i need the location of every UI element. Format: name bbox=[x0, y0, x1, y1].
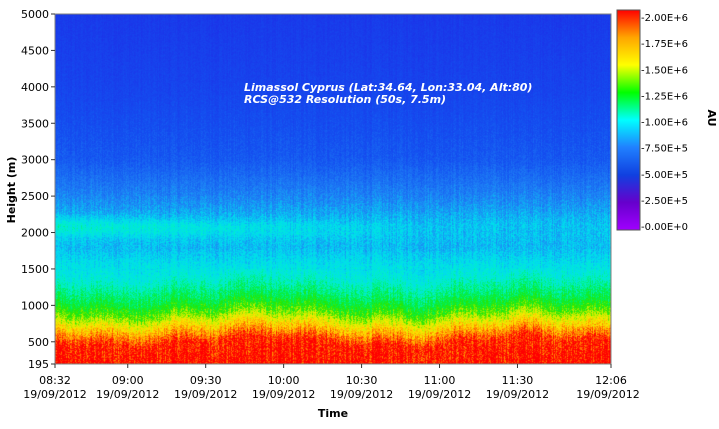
chart-title: Limassol Cyprus (Lat:34.64, Lon:33.04, A… bbox=[244, 81, 532, 94]
colorbar-tick-label: -1.50E+6 bbox=[641, 65, 688, 76]
y-tick-label: 4000 bbox=[21, 81, 49, 94]
x-tick-time: 09:30 bbox=[190, 374, 222, 387]
plot-frame bbox=[54, 13, 612, 365]
colorbar-tick-label: -7.50E+5 bbox=[641, 144, 688, 155]
colorbar-label: AU bbox=[705, 109, 718, 126]
colorbar-ticks: -2.00E+6 -1.75E+6 -1.50E+6 -1.25E+6 -1.00E+6… bbox=[641, 13, 688, 233]
y-tick-label: 1000 bbox=[21, 299, 49, 312]
x-tick-time: 10:30 bbox=[346, 374, 378, 387]
x-tick-time: 11:00 bbox=[424, 374, 456, 387]
y-tick-label: 2000 bbox=[21, 227, 49, 240]
colorbar-tick-label: -2.00E+6 bbox=[641, 13, 688, 24]
x-tick-date: 19/09/2012 bbox=[23, 388, 86, 401]
chart-subtitle: RCS@532 Resolution (50s, 7.5m) bbox=[244, 93, 446, 106]
colorbar-tick-label: -1.25E+6 bbox=[641, 91, 688, 102]
colorbar bbox=[616, 9, 641, 231]
x-tick-time: 10:00 bbox=[268, 374, 300, 387]
x-tick-date: 19/09/2012 bbox=[486, 388, 549, 401]
colorbar-tick-label: -1.75E+6 bbox=[641, 39, 688, 50]
y-tick-label: 4500 bbox=[21, 44, 49, 57]
colorbar-tick-label: -2.50E+5 bbox=[641, 196, 688, 207]
x-tick-date: 19/09/2012 bbox=[408, 388, 471, 401]
x-tick-time: 08:32 bbox=[39, 374, 71, 387]
x-tick-time: 09:00 bbox=[112, 374, 144, 387]
colorbar-tick-label: -0.00E+0 bbox=[641, 222, 688, 233]
y-tick-label: 2500 bbox=[21, 190, 49, 203]
plot-area bbox=[55, 14, 611, 364]
x-tick-time: 12:06 bbox=[595, 374, 627, 387]
y-tick-label: 500 bbox=[28, 336, 49, 349]
y-axis: 195 500 1000 1500 2000 2500 3000 3500 4000 4500 50… bbox=[21, 8, 55, 371]
heatmap-image bbox=[55, 14, 611, 364]
x-tick-time: 11:30 bbox=[502, 374, 534, 387]
x-tick-date: 19/09/2012 bbox=[174, 388, 237, 401]
x-axis-label: Time bbox=[318, 407, 348, 420]
y-axis-label: Height (m) bbox=[5, 157, 18, 224]
x-tick-date: 19/09/2012 bbox=[330, 388, 393, 401]
y-tick-label: 5000 bbox=[21, 8, 49, 21]
colorbar-tick-label: -5.00E+5 bbox=[641, 170, 688, 181]
y-tick-label: 3000 bbox=[21, 154, 49, 167]
x-tick-date: 19/09/2012 bbox=[576, 388, 639, 401]
y-tick-label: 1500 bbox=[21, 263, 49, 276]
y-tick-label: 3500 bbox=[21, 117, 49, 130]
colorbar-tick-label: -1.00E+6 bbox=[641, 118, 688, 129]
x-axis: 08:3219/09/201209:0019/09/201209:3019/09… bbox=[23, 364, 640, 401]
x-tick-date: 19/09/2012 bbox=[252, 388, 315, 401]
y-tick-label: 195 bbox=[28, 358, 49, 371]
x-tick-date: 19/09/2012 bbox=[96, 388, 159, 401]
